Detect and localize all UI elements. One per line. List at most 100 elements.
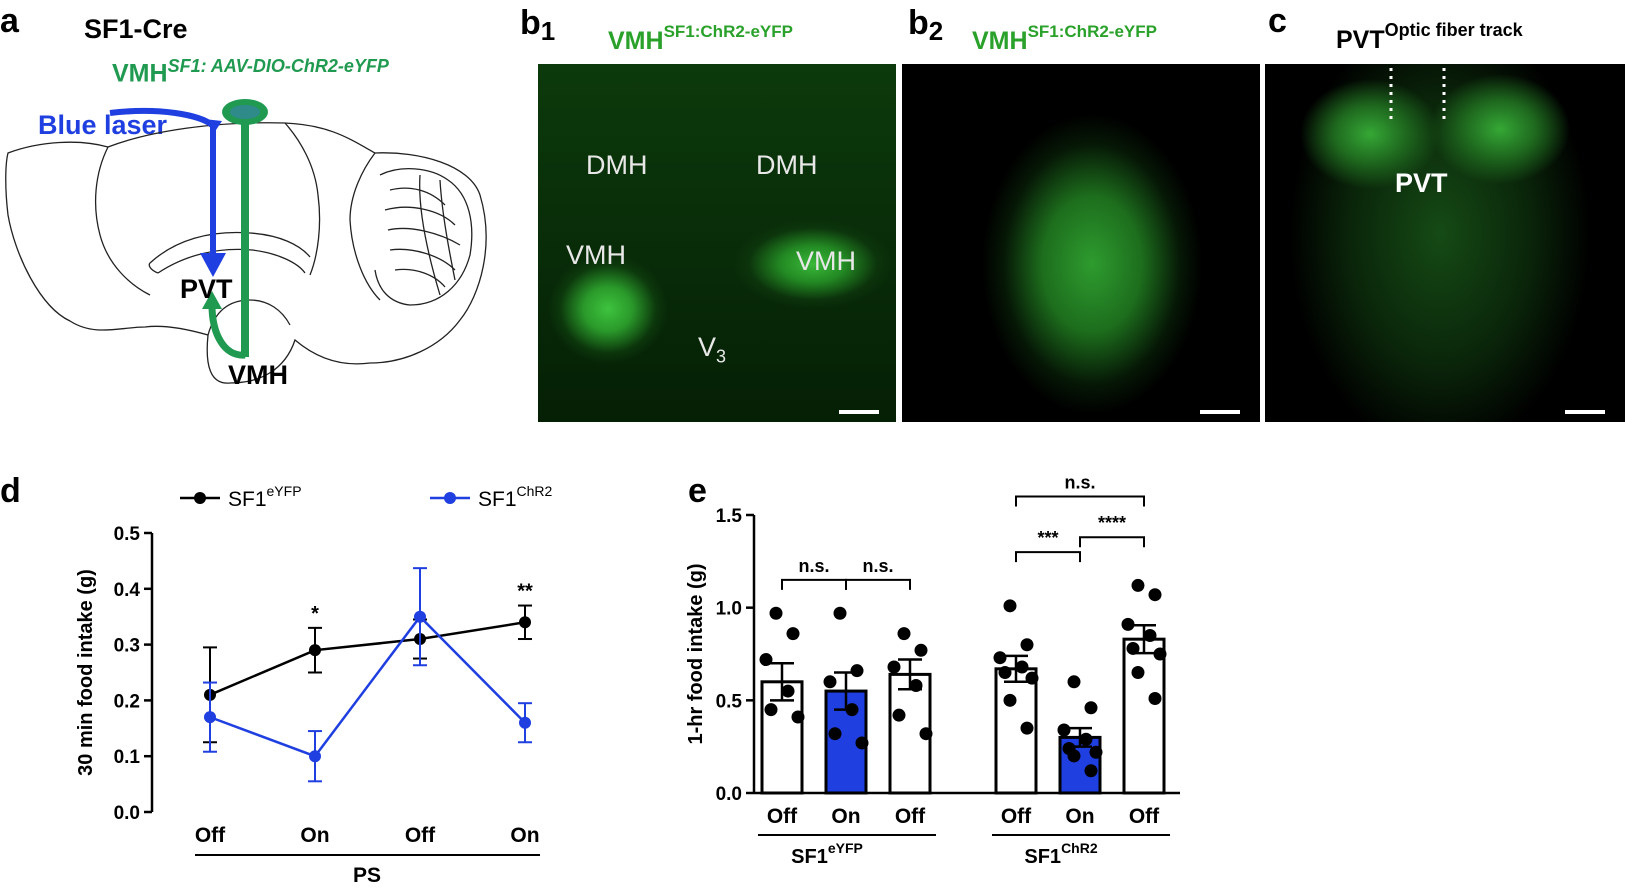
e-x-tick-label: Off: [1129, 805, 1160, 828]
e-data-point: [1015, 660, 1029, 674]
e-significance-label: n.s.: [862, 556, 893, 576]
laser-arrow-top: [109, 107, 214, 128]
d-data-point: [309, 750, 321, 763]
panel-e-bar-chart: 0.0 0.5 1.0 1.5 1-hr food intake (g) Off On Off…: [685, 472, 1180, 868]
panel-a-laser-label: Blue laser: [38, 110, 168, 140]
d-significance-mark: *: [311, 603, 319, 625]
d-series-line-1: [209, 614, 526, 758]
e-data-point: [1067, 749, 1081, 763]
b1-vmh-left: VMH: [566, 240, 626, 270]
e-x-tick-label: Off: [767, 805, 798, 828]
d-legend-label: SF1eYFP: [228, 483, 302, 511]
brain-outline: [5, 122, 487, 384]
micrograph-c: PVT: [1265, 64, 1625, 422]
micrograph-b2: [902, 64, 1260, 422]
brain-sagittal-schematic: [5, 99, 487, 384]
e-bar: [1122, 637, 1166, 795]
e-data-point: [791, 710, 805, 724]
d-legend-marker: [444, 492, 456, 504]
e-data-point: [909, 679, 923, 693]
e-data-point: [1020, 721, 1034, 735]
e-data-point: [892, 708, 906, 722]
e-data-point: [1003, 599, 1017, 613]
d-y-tick-label: 0.0: [114, 803, 140, 824]
panel-b1-title: VMHSF1:ChR2-eYFP: [608, 22, 793, 55]
panel-d-line-chart: 0.0 0.1 0.2 0.3 0.4 0.5 30 min food intake (g)…: [75, 483, 553, 887]
d-data-point: [414, 610, 426, 623]
e-data-point: [1148, 691, 1162, 705]
d-group-label: PS: [353, 864, 381, 887]
e-data-point: [1089, 745, 1103, 759]
green-arrowhead: [202, 291, 222, 309]
b1-vmh-right: VMH: [796, 246, 856, 276]
e-significance-label: n.s.: [798, 556, 829, 576]
d-y-tick-label: 0.1: [114, 747, 141, 768]
e-significance-bracket: [1079, 536, 1145, 548]
optic-fiber-cannula-inner: [230, 105, 260, 119]
e-data-point: [764, 703, 778, 717]
c-scale-bar: [1565, 410, 1605, 414]
e-significance-label: n.s.: [1064, 472, 1095, 492]
e-data-point: [1143, 628, 1157, 642]
panel-b1-letter: b1: [520, 4, 556, 46]
panel-d-letter: d: [0, 472, 21, 510]
e-data-point: [781, 684, 795, 698]
e-data-point: [1121, 617, 1135, 631]
d-y-tick-label: 0.3: [114, 636, 140, 657]
d-x-tick-label: Off: [405, 824, 436, 847]
e-data-point: [1067, 675, 1081, 689]
e-x-tick-label: On: [831, 805, 860, 828]
e-data-point: [897, 627, 911, 641]
b2-scale-bar: [1200, 410, 1240, 414]
d-x-tick-label: On: [510, 824, 539, 847]
d-data-point: [519, 716, 531, 729]
e-data-point: [759, 653, 773, 667]
e-y-tick-label: 1.0: [716, 599, 742, 620]
panel-b2-title: VMHSF1:ChR2-eYFP: [972, 22, 1157, 55]
e-y-tick-label: 1.5: [716, 506, 743, 527]
e-y-tick-label: 0.5: [716, 691, 743, 712]
e-data-point: [769, 606, 783, 620]
d-y-tick-label: 0.2: [114, 691, 140, 712]
e-data-point: [828, 727, 842, 741]
b1-scale-bar: [839, 410, 879, 414]
e-y-tick-label: 0.0: [716, 784, 742, 805]
d-data-point: [204, 711, 216, 724]
d-x-tick-label: Off: [195, 824, 226, 847]
e-x-tick-label: On: [1065, 805, 1094, 828]
e-data-point: [855, 736, 869, 750]
d-x-tick-label: On: [300, 824, 329, 847]
e-data-point: [1131, 666, 1145, 680]
d-series-line-0: [209, 621, 526, 696]
e-data-point: [1084, 764, 1098, 778]
e-data-point: [1153, 647, 1167, 661]
e-data-point: [1084, 701, 1098, 715]
virus-sup: SF1: AAV-DIO-ChR2-eYFP: [167, 56, 389, 76]
e-data-point: [993, 651, 1007, 665]
panel-e-letter: e: [688, 472, 707, 510]
b1-dmh-right: DMH: [756, 150, 818, 180]
e-data-point: [1057, 723, 1071, 737]
e-y-axis-label: 1-hr food intake (g): [685, 563, 707, 744]
fiber-track-dots: [1389, 68, 1446, 122]
panel-b2-letter: b2: [908, 4, 944, 46]
panel-a-vmh-label: VMH: [228, 360, 288, 390]
e-data-point: [1148, 588, 1162, 602]
c-pvt-label: PVT: [1395, 168, 1448, 198]
e-data-point: [919, 727, 933, 741]
laser-arrowhead-down: [200, 253, 226, 277]
panel-a-virus: VMHSF1: AAV-DIO-ChR2-eYFP: [112, 56, 389, 88]
laser-arrowhead-top: [204, 119, 222, 133]
e-data-point: [1025, 671, 1039, 685]
e-significance-bracket: [1015, 551, 1081, 563]
micrograph-b1: DMH DMH VMH VMH V3: [538, 64, 896, 422]
e-significance-bracket: [1015, 495, 1145, 507]
panel-a-letter: a: [0, 2, 19, 40]
e-x-tick-label: Off: [895, 805, 926, 828]
e-data-point: [887, 660, 901, 674]
d-data-point: [309, 644, 321, 657]
e-x-tick-label: Off: [1001, 805, 1032, 828]
e-group-label: SF1eYFP: [791, 840, 863, 868]
e-data-point: [823, 675, 837, 689]
e-data-point: [998, 666, 1012, 680]
